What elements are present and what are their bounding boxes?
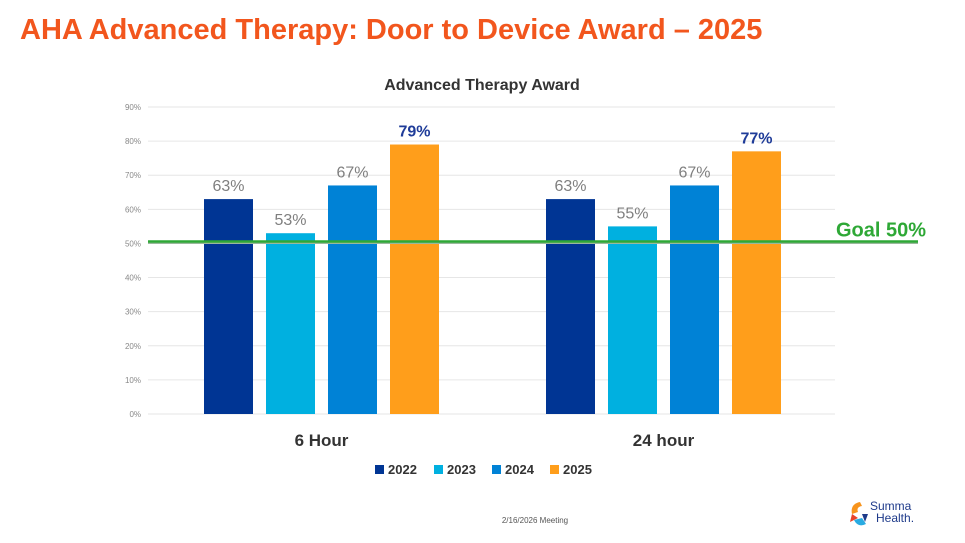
data-label: 79% — [398, 124, 430, 141]
y-tick-label: 40% — [125, 274, 141, 283]
legend-swatch-2025 — [550, 465, 559, 474]
data-label: 77% — [740, 130, 772, 147]
y-tick-label: 0% — [129, 410, 141, 419]
slide-title: AHA Advanced Therapy: Door to Device Awa… — [20, 14, 763, 46]
bar-2024-6-hour — [328, 185, 377, 414]
bar-2023-24-hour — [608, 226, 657, 414]
logo-text-line2: Health. — [876, 511, 915, 525]
data-label: 67% — [336, 164, 368, 181]
legend-label: 2022 — [388, 462, 417, 477]
y-tick-label: 70% — [125, 171, 141, 180]
y-tick-label: 20% — [125, 342, 141, 351]
logo-text-line1: Summa — [870, 499, 912, 513]
y-tick-label: 50% — [125, 239, 141, 248]
summa-health-logo: Summa Health. — [848, 500, 948, 530]
bar-2025-6-hour — [390, 144, 439, 414]
x-category-label: 6 Hour — [295, 431, 349, 450]
bar-2025-24-hour — [732, 151, 781, 414]
legend-swatch-2022 — [375, 465, 384, 474]
legend-label: 2024 — [505, 462, 535, 477]
data-label: 67% — [678, 164, 710, 181]
data-label: 55% — [616, 205, 648, 222]
y-tick-label: 30% — [125, 308, 141, 317]
legend-swatch-2023 — [434, 465, 443, 474]
y-tick-label: 10% — [125, 376, 141, 385]
footer-meeting-date: 2/16/2026 Meeting — [501, 516, 569, 525]
y-tick-label: 60% — [125, 205, 141, 214]
chart-title: Advanced Therapy Award — [384, 77, 580, 94]
y-tick-label: 80% — [125, 137, 141, 146]
data-label: 63% — [554, 178, 586, 195]
bar-2022-6-hour — [204, 199, 253, 414]
data-label: 63% — [212, 178, 244, 195]
legend-swatch-2024 — [492, 465, 501, 474]
legend-label: 2023 — [447, 462, 476, 477]
bar-2023-6-hour — [266, 233, 315, 414]
legend-label: 2025 — [563, 462, 592, 477]
bar-2022-24-hour — [546, 199, 595, 414]
logo-mark-icon — [850, 502, 868, 526]
bar-2024-24-hour — [670, 185, 719, 414]
x-category-label: 24 hour — [633, 431, 695, 450]
data-label: 53% — [274, 212, 306, 229]
y-tick-label: 90% — [125, 103, 141, 112]
goal-label: Goal 50% — [836, 219, 926, 241]
